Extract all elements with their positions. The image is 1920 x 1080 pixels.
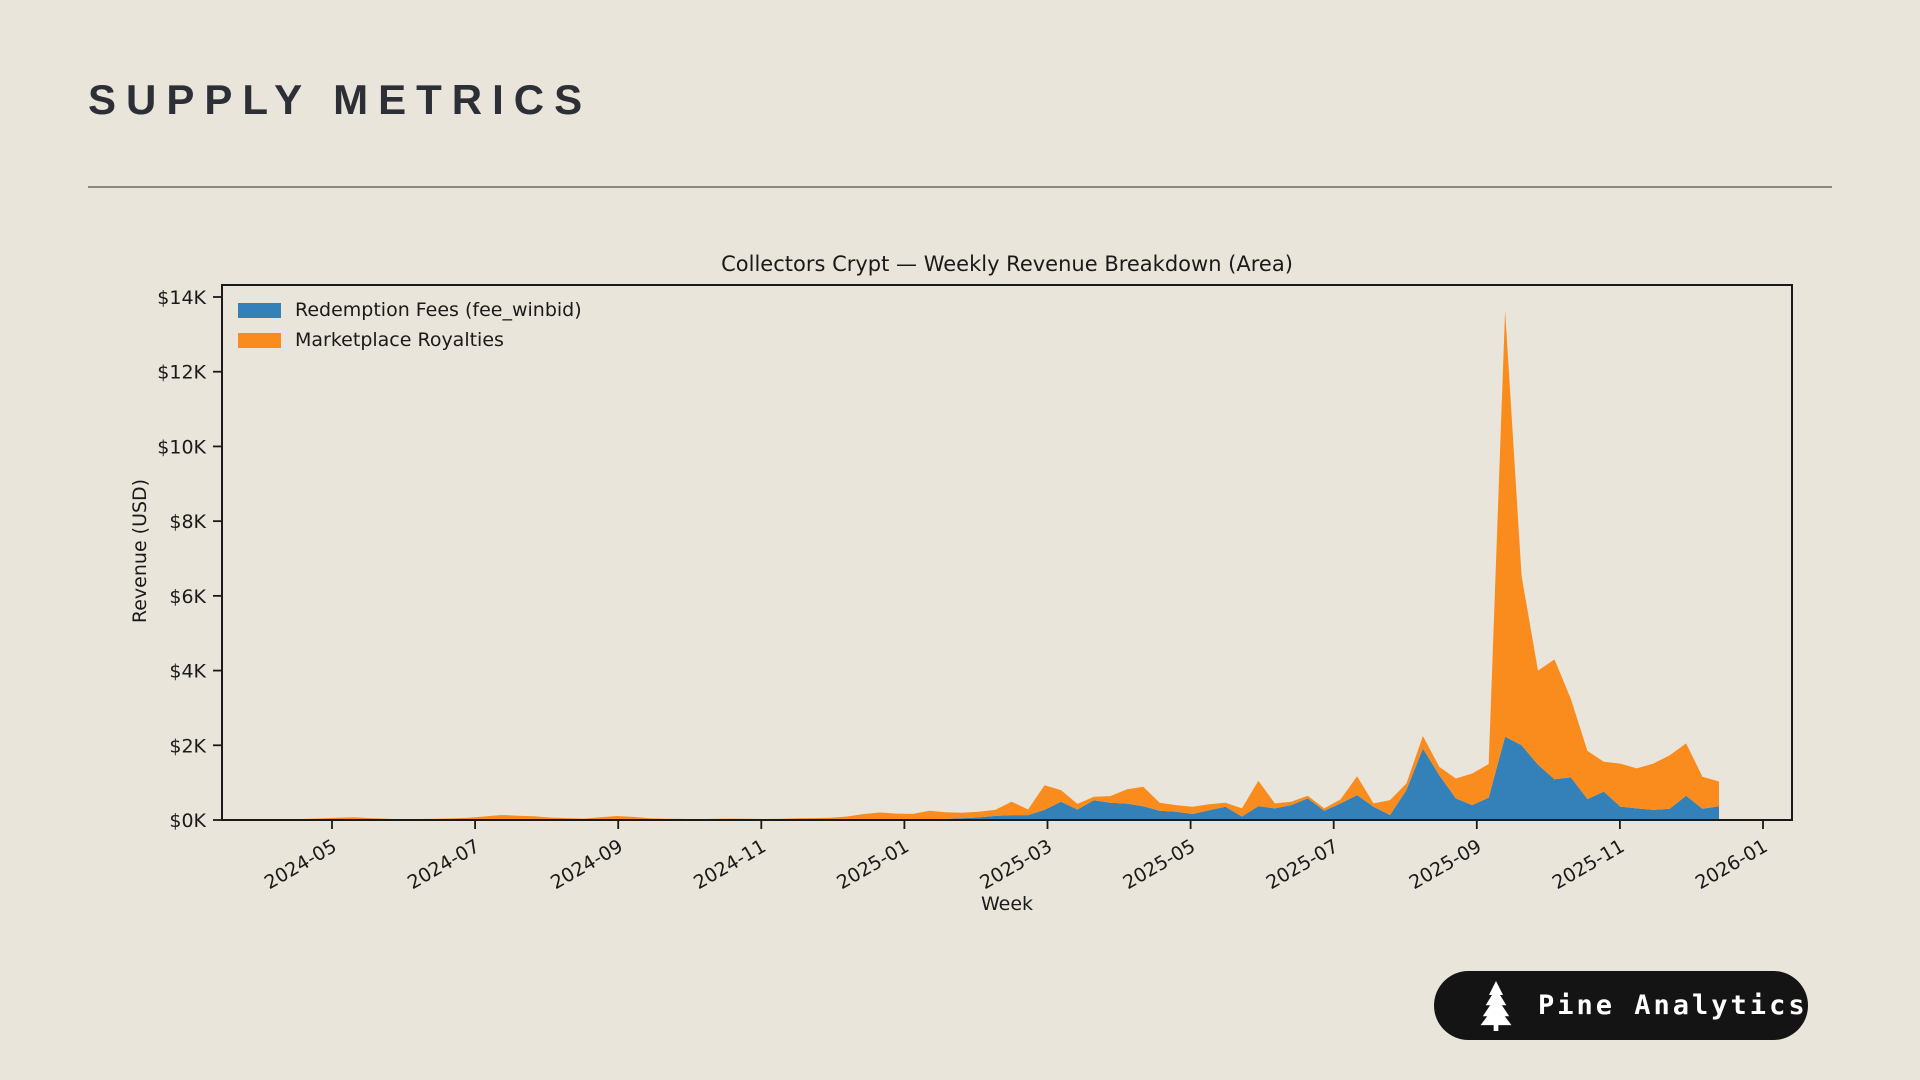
legend-item-redemption-fees: Redemption Fees (fee_winbid) [238,300,582,321]
brand-name: Pine Analytics [1538,990,1808,1021]
legend-swatch-marketplace-royalties [238,333,281,348]
svg-text:$8K: $8K [169,511,206,533]
page-title: SUPPLY METRICS [88,76,593,123]
svg-text:2024-05: 2024-05 [261,835,341,894]
svg-text:$2K: $2K [169,735,206,757]
y-axis-label: Revenue (USD) [129,478,151,624]
svg-text:$10K: $10K [157,436,206,458]
brand-badge: Pine Analytics [1434,971,1808,1040]
y-axis-ticks: $0K $2K $4K $6K $8K $10K $12K $14K [157,287,222,832]
area-redemption-fees [222,736,1719,820]
svg-text:2024-11: 2024-11 [690,835,770,894]
svg-text:2025-09: 2025-09 [1406,835,1486,894]
plot-frame [221,284,1793,821]
legend-label-redemption-fees: Redemption Fees (fee_winbid) [295,299,582,321]
svg-text:2026-01: 2026-01 [1692,835,1772,894]
legend-swatch-redemption-fees [238,303,281,318]
svg-text:2025-01: 2025-01 [833,835,913,894]
svg-text:$0K: $0K [169,810,206,832]
x-axis-label: Week [980,893,1034,915]
svg-text:$4K: $4K [169,661,206,683]
pine-tree-icon [1480,980,1512,1031]
header-divider [88,186,1832,188]
svg-text:$6K: $6K [169,586,206,608]
legend-label-marketplace-royalties: Marketplace Royalties [295,329,504,351]
svg-text:$14K: $14K [157,287,206,309]
svg-text:2025-03: 2025-03 [976,835,1056,894]
svg-text:2024-09: 2024-09 [547,835,627,894]
svg-text:2025-11: 2025-11 [1549,835,1629,894]
svg-text:$12K: $12K [157,362,206,384]
x-axis-ticks: 2024-05 2024-07 2024-09 2024-11 2025-01 2025-… [261,820,1772,894]
chart-title: Collectors Crypt — Weekly Revenue Breakd… [721,252,1293,276]
legend-item-marketplace-royalties: Marketplace Royalties [238,330,582,351]
area-marketplace-royalties [222,310,1719,820]
stacked-areas [222,310,1719,820]
legend: Redemption Fees (fee_winbid) Marketplace… [238,300,582,351]
svg-text:2025-05: 2025-05 [1119,835,1199,894]
svg-text:2024-07: 2024-07 [404,835,484,894]
svg-text:2025-07: 2025-07 [1262,835,1342,894]
